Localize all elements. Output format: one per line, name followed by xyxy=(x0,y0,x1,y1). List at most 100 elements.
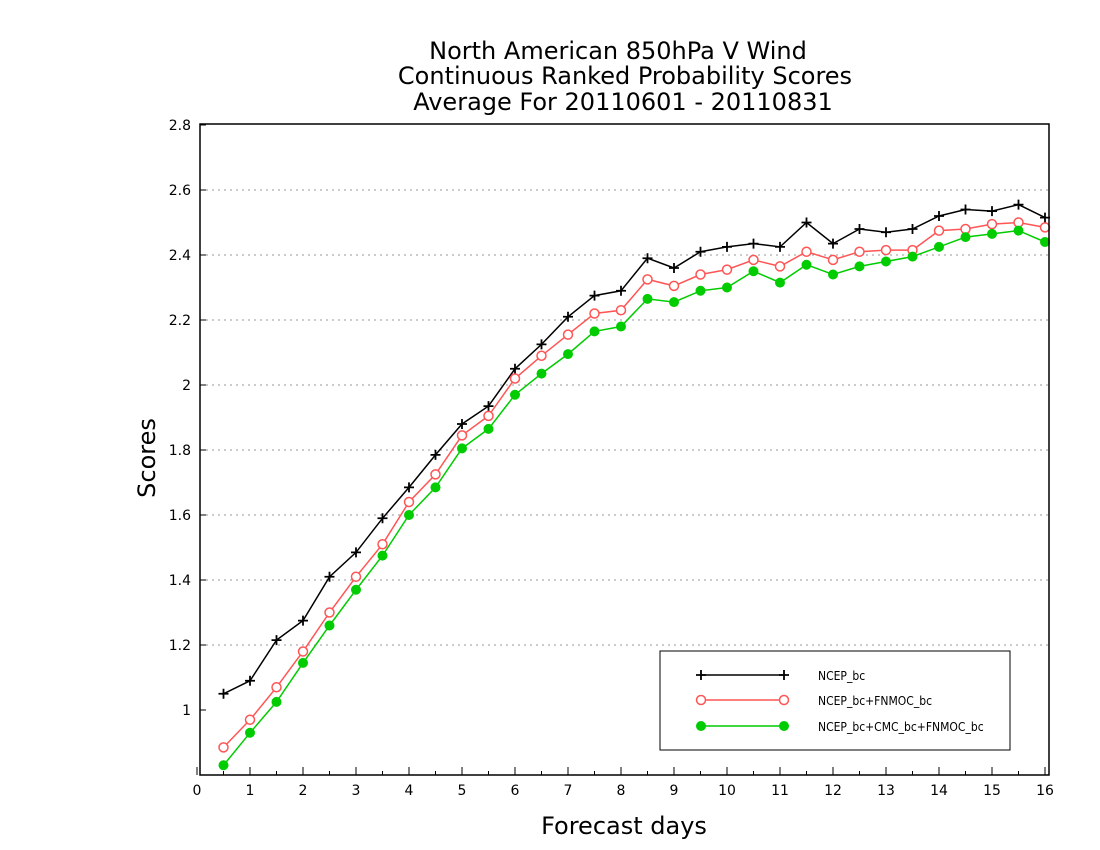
y-tick-label: 2 xyxy=(182,378,191,394)
series-3-point xyxy=(271,696,282,707)
series-3-point xyxy=(695,285,706,296)
series-1-point xyxy=(642,253,653,264)
series-2-point xyxy=(483,410,494,422)
series-1-point xyxy=(801,217,812,228)
series-3-point xyxy=(669,297,679,308)
x-tick-label: 14 xyxy=(930,783,948,799)
series-2-point xyxy=(615,305,627,316)
series-1 xyxy=(218,199,1050,699)
x-tick-label: 15 xyxy=(983,783,1001,799)
series-1-point xyxy=(483,401,494,412)
series-2-point xyxy=(642,274,653,285)
series-2-point xyxy=(827,254,839,266)
series-3-point xyxy=(616,321,626,332)
y-tick-label: 1.8 xyxy=(169,443,191,459)
series-3-point xyxy=(457,443,467,454)
y-tick-label: 2.2 xyxy=(169,313,191,329)
legend-marker-3 xyxy=(779,721,789,731)
series-3-point xyxy=(377,550,388,561)
series-3-point xyxy=(218,760,229,771)
legend-marker-3 xyxy=(696,721,706,731)
series-3-point xyxy=(748,266,759,277)
series-3-point xyxy=(351,584,361,595)
series-1-point xyxy=(828,238,838,249)
x-axis-ticks: 0 1 2 3 4 5 6 7 8 9 10 11 12 13 14 15 16 xyxy=(193,767,1054,799)
series-3-point xyxy=(722,282,732,293)
series-1-point xyxy=(218,688,229,699)
series-2-point xyxy=(748,254,759,266)
x-tick-label: 6 xyxy=(511,783,520,799)
series-2-point xyxy=(668,280,680,292)
x-axis-title: Forecast days xyxy=(541,812,707,840)
series-1-point xyxy=(589,290,600,301)
series-3-point xyxy=(324,620,335,631)
y-axis-ticks: 1 1.2 1.4 1.6 1.8 2 2.2 2.4 2.6 2.8 xyxy=(169,118,206,719)
series-1-point xyxy=(722,241,732,252)
series-2 xyxy=(218,217,1051,753)
series-1-point xyxy=(695,246,706,257)
legend-marker-1 xyxy=(696,670,706,680)
y-tick-label: 1.4 xyxy=(169,573,191,589)
series-2-point xyxy=(562,329,574,340)
series-2-point xyxy=(933,225,945,236)
series-2-point xyxy=(774,261,786,272)
series-1-point xyxy=(1013,199,1024,210)
series-2-point xyxy=(350,571,362,582)
series-1-point xyxy=(351,547,361,558)
y-tick-label: 2.4 xyxy=(169,248,191,264)
series-3-point xyxy=(881,256,891,267)
series-1-point xyxy=(934,211,944,221)
y-axis-title: Scores xyxy=(133,418,161,498)
series-1-line xyxy=(223,203,1046,695)
x-tick-label: 5 xyxy=(458,783,467,799)
chart-title-line-1: North American 850hPa V Wind xyxy=(429,37,807,65)
series-3-point xyxy=(510,389,520,400)
series-1-point xyxy=(907,224,918,234)
legend-label-1: NCEP_bc xyxy=(818,669,865,683)
x-tick-label: 0 xyxy=(193,783,202,799)
series-3-point xyxy=(298,657,308,668)
chart-title-line-3: Average For 20110601 - 20110831 xyxy=(413,88,833,116)
series-3-point xyxy=(854,261,865,272)
series-2-point xyxy=(456,430,468,441)
series-1-point xyxy=(457,419,467,429)
y-tick-label: 1.2 xyxy=(169,638,191,654)
series-1-point xyxy=(987,206,997,217)
x-tick-label: 9 xyxy=(670,783,679,799)
series-3-point xyxy=(430,482,441,493)
series-2-point xyxy=(297,646,309,657)
x-tick-label: 4 xyxy=(405,783,414,799)
legend-label-3: NCEP_bc+CMC_bc+FNMOC_bc xyxy=(818,720,984,734)
series-layer xyxy=(218,199,1051,771)
series-3-point xyxy=(589,326,600,337)
series-1-point xyxy=(430,449,441,460)
x-tick-label: 3 xyxy=(352,783,361,799)
chart-title-line-2: Continuous Ranked Probability Scores xyxy=(398,62,852,90)
x-tick-label: 1 xyxy=(246,783,255,799)
x-tick-label: 7 xyxy=(564,783,573,799)
y-tick-label: 2.6 xyxy=(169,183,191,199)
series-2-point xyxy=(801,246,812,257)
series-1-point xyxy=(616,285,626,296)
x-tick-label: 16 xyxy=(1036,783,1054,799)
y-tick-label: 1.6 xyxy=(169,508,191,524)
series-3-point xyxy=(987,228,997,239)
series-1-point xyxy=(245,675,255,686)
x-tick-label: 2 xyxy=(299,783,308,799)
series-1-point xyxy=(271,635,282,646)
series-3-point xyxy=(907,251,918,262)
legend-marker-1 xyxy=(779,670,789,680)
series-3-point xyxy=(828,269,838,280)
series-1-point xyxy=(669,263,679,273)
series-2-point xyxy=(536,350,547,361)
series-3-point xyxy=(642,293,653,304)
series-3-point xyxy=(404,510,414,520)
series-1-point xyxy=(960,204,971,215)
x-tick-label: 12 xyxy=(824,783,842,799)
series-1-point xyxy=(748,238,759,249)
series-3-point xyxy=(1013,225,1024,236)
legend-marker-2 xyxy=(778,694,790,706)
series-1-point xyxy=(536,339,547,350)
series-1-point xyxy=(510,363,520,374)
